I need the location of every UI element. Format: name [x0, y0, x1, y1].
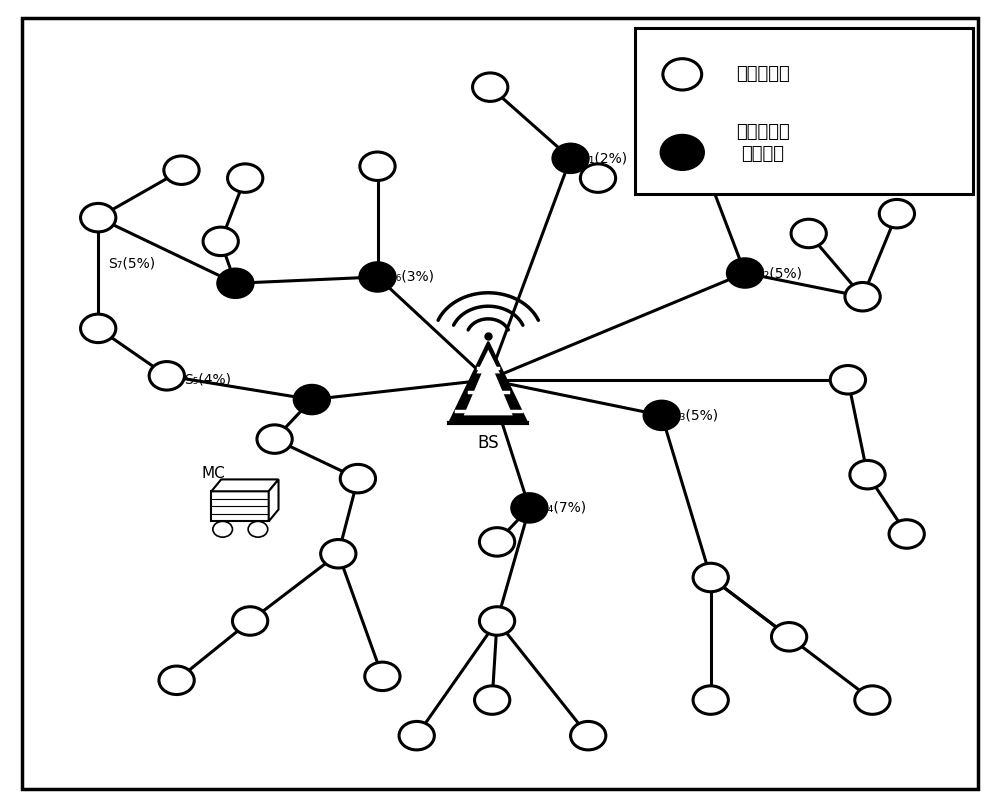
Circle shape [889, 520, 924, 548]
Circle shape [693, 563, 728, 592]
Circle shape [159, 666, 194, 695]
Circle shape [473, 73, 508, 102]
Circle shape [203, 227, 238, 256]
Circle shape [479, 607, 515, 635]
Circle shape [688, 156, 723, 185]
Circle shape [879, 199, 915, 228]
Circle shape [791, 220, 826, 248]
Circle shape [727, 259, 763, 287]
Circle shape [228, 164, 263, 192]
Text: S₁(2%): S₁(2%) [580, 152, 627, 165]
Circle shape [553, 144, 588, 173]
Circle shape [661, 136, 703, 169]
Text: S₄(7%): S₄(7%) [539, 501, 586, 515]
Circle shape [644, 401, 679, 429]
Circle shape [580, 164, 616, 192]
Circle shape [248, 521, 268, 537]
Circle shape [845, 282, 880, 311]
Text: S₃(5%): S₃(5%) [672, 408, 719, 422]
Circle shape [571, 721, 606, 750]
Text: 请求充电传
感器节点: 请求充电传 感器节点 [736, 123, 790, 163]
Polygon shape [464, 358, 513, 416]
Circle shape [771, 622, 807, 651]
Circle shape [257, 424, 292, 454]
Circle shape [81, 314, 116, 343]
Circle shape [850, 461, 885, 489]
Circle shape [164, 156, 199, 185]
Circle shape [475, 686, 510, 714]
Text: MC: MC [201, 466, 225, 481]
Text: 传感器节点: 传感器节点 [736, 65, 790, 83]
Circle shape [340, 464, 376, 493]
Text: S₇(5%): S₇(5%) [108, 257, 155, 270]
Circle shape [360, 263, 395, 291]
Circle shape [321, 540, 356, 568]
Circle shape [855, 686, 890, 714]
Circle shape [830, 366, 866, 394]
FancyBboxPatch shape [211, 491, 269, 521]
Text: S₂(5%): S₂(5%) [755, 266, 802, 280]
Circle shape [365, 662, 400, 691]
Circle shape [149, 362, 184, 390]
Polygon shape [476, 349, 500, 374]
Text: S₅(4%): S₅(4%) [184, 373, 231, 387]
Circle shape [81, 203, 116, 232]
Polygon shape [269, 479, 279, 521]
Circle shape [479, 528, 515, 556]
Circle shape [663, 59, 702, 90]
Circle shape [693, 686, 728, 714]
Polygon shape [211, 479, 279, 491]
Text: S₆(3%): S₆(3%) [387, 270, 434, 284]
Circle shape [399, 721, 434, 750]
Circle shape [294, 385, 329, 414]
Circle shape [360, 152, 395, 181]
Text: BS: BS [477, 433, 499, 452]
Circle shape [213, 521, 232, 537]
Polygon shape [449, 342, 527, 423]
Circle shape [232, 607, 268, 635]
Circle shape [218, 269, 253, 298]
Circle shape [512, 494, 547, 522]
FancyBboxPatch shape [635, 28, 973, 194]
